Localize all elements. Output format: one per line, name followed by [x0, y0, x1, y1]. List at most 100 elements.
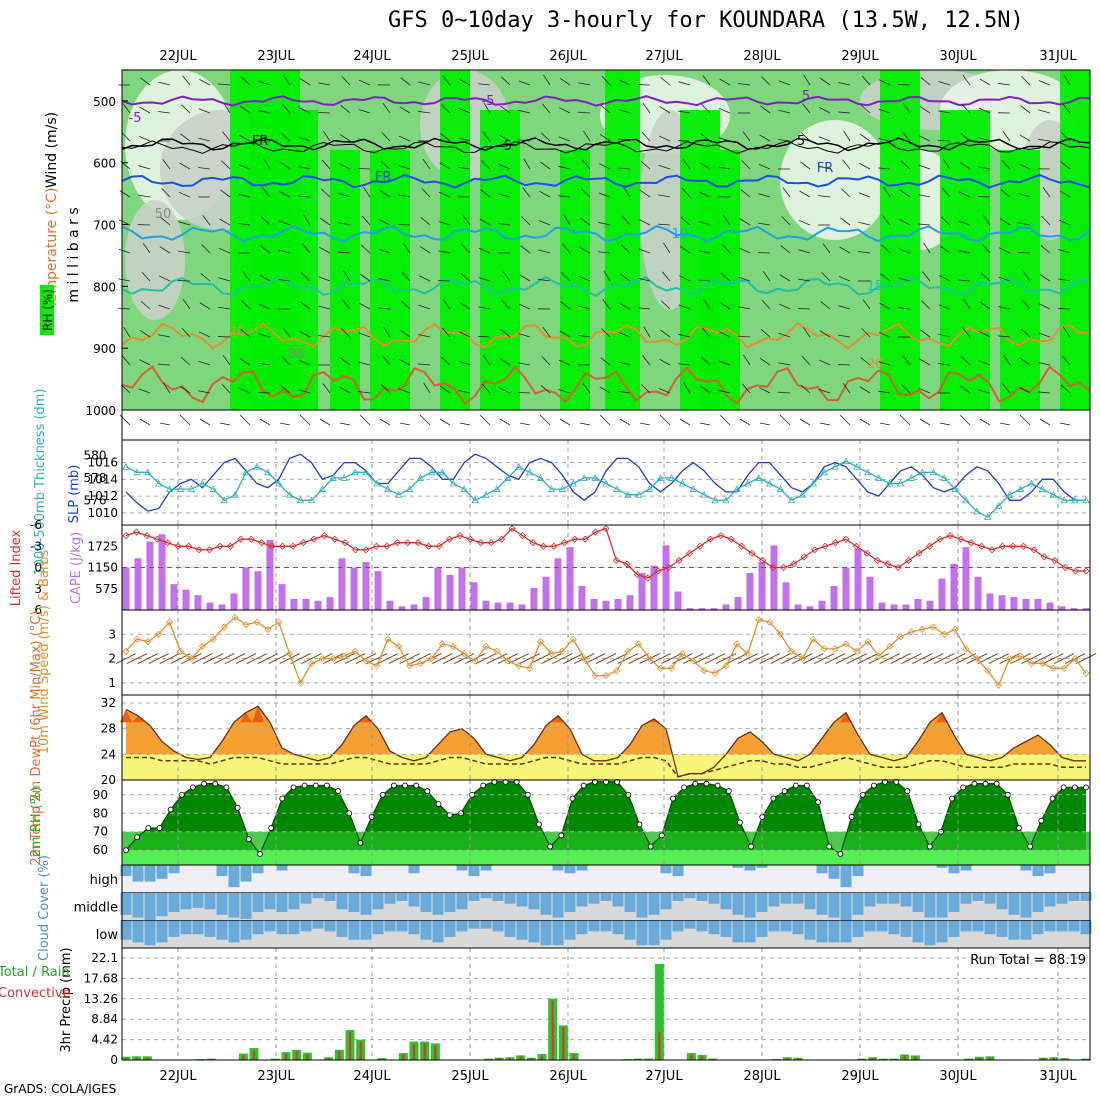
contour-label: -5 — [482, 94, 495, 109]
wind-barb — [1017, 251, 1031, 254]
rh-high-region — [700, 150, 740, 410]
contour-line — [121, 173, 1091, 189]
wind-barb — [300, 301, 311, 310]
wind-barb — [758, 193, 771, 198]
cape-bar — [1082, 608, 1090, 610]
lifted-index-point — [174, 542, 182, 550]
cloud-bar-low — [276, 920, 288, 935]
wind-barb — [938, 81, 951, 86]
wind-barb — [486, 653, 508, 664]
wind-barb — [378, 307, 391, 310]
thickness-point — [416, 474, 425, 481]
wind-barb — [318, 305, 331, 310]
wind-barb — [238, 164, 251, 170]
cloud-bar-low — [696, 920, 708, 932]
lifted-index-point — [1030, 546, 1038, 554]
wind-speed-point — [515, 662, 523, 670]
wind-barb — [223, 102, 231, 114]
rh2m-point — [1004, 791, 1011, 798]
wind-barb — [1010, 653, 1031, 664]
cloud-bar-low — [360, 920, 372, 940]
wind-barb — [740, 189, 751, 198]
wind-barb — [838, 82, 851, 86]
wind-barb — [679, 245, 691, 254]
rh2m-point — [658, 832, 665, 839]
wind-speed-point — [624, 647, 632, 655]
wind-barb — [813, 653, 835, 664]
cloud-bar-middle — [492, 892, 504, 901]
wind-barb — [879, 79, 891, 86]
wind-speed-point — [820, 645, 828, 653]
slp-tick: 1010 — [87, 506, 118, 520]
wind-barb — [558, 359, 571, 366]
wind-barb — [258, 333, 271, 338]
wind-speed-point — [438, 640, 446, 648]
wind-barb — [842, 382, 851, 394]
wind-speed-point — [526, 664, 534, 672]
cloud-bar-low — [684, 920, 696, 929]
wind-barb — [438, 191, 451, 198]
lifted-index-point — [539, 542, 547, 550]
wind-barb — [1022, 270, 1031, 282]
wind-barb — [923, 242, 931, 254]
wind-speed-point — [1082, 669, 1090, 677]
page-title: GFS 0~10day 3-hourly for KOUNDARA (13.5W… — [388, 8, 1024, 33]
date-label-bottom: 30JUL — [939, 1069, 977, 1084]
thickness-point — [493, 485, 501, 492]
pressure-tick: 700 — [93, 219, 116, 233]
wind-barb — [541, 653, 562, 664]
pressure-tick: 500 — [93, 95, 116, 109]
precip-convective-bar — [519, 1056, 522, 1060]
rh2m-point — [770, 795, 777, 802]
cloud-bar-low — [312, 920, 324, 929]
lifted-index-point — [758, 556, 767, 564]
wind-barb — [361, 215, 371, 226]
slp-tick: 1016 — [87, 456, 118, 470]
wind-barb — [778, 139, 791, 142]
cape-bar — [362, 561, 370, 610]
wind-barb — [224, 653, 246, 664]
wind-barb — [818, 388, 831, 394]
wind-barb — [558, 389, 571, 394]
wind-barb — [898, 248, 911, 254]
cloud-bar-high — [360, 865, 372, 877]
rh-tick: 90 — [93, 788, 108, 802]
rh2m-point — [290, 784, 297, 791]
wind-barb — [738, 335, 751, 338]
thickness-point — [296, 496, 305, 504]
wind-barb — [240, 76, 251, 86]
temp-tick: 32 — [101, 696, 116, 710]
cape-bar — [518, 604, 526, 610]
rh-tick: 80 — [93, 806, 108, 820]
wind-barb — [359, 414, 371, 426]
wind-barb — [802, 103, 811, 114]
rh2m-point — [547, 843, 554, 850]
rh2m-point — [312, 782, 319, 789]
thickness-point — [438, 468, 447, 476]
thickness-point — [133, 468, 141, 476]
wind-barb — [382, 355, 391, 366]
date-label-bottom: 31JUL — [1039, 1069, 1077, 1084]
cape-bar — [1058, 606, 1066, 610]
precip-convective-bar — [285, 1054, 287, 1060]
rh2m-point — [357, 839, 364, 846]
wind-barb — [422, 159, 431, 170]
wind-speed-point — [209, 635, 217, 643]
date-label-bottom: 22JUL — [159, 1069, 197, 1084]
cloud-bar-high — [276, 865, 288, 871]
wind-barb — [399, 422, 411, 426]
wind-barb — [582, 383, 591, 394]
wind-barb — [400, 300, 411, 310]
wind-barb — [563, 214, 571, 226]
wind-speed-point — [1006, 655, 1014, 663]
wind-barb — [981, 243, 991, 254]
contour-line — [121, 365, 1091, 406]
wind-speed-point — [831, 645, 839, 653]
wind-barb — [338, 192, 351, 198]
wind-barb — [939, 275, 951, 282]
rh2m-point — [580, 782, 587, 789]
lifted-index-point — [1051, 556, 1059, 564]
temp-peak — [132, 715, 144, 723]
cloud-bar-middle — [672, 892, 684, 901]
wind-barb — [342, 299, 351, 310]
